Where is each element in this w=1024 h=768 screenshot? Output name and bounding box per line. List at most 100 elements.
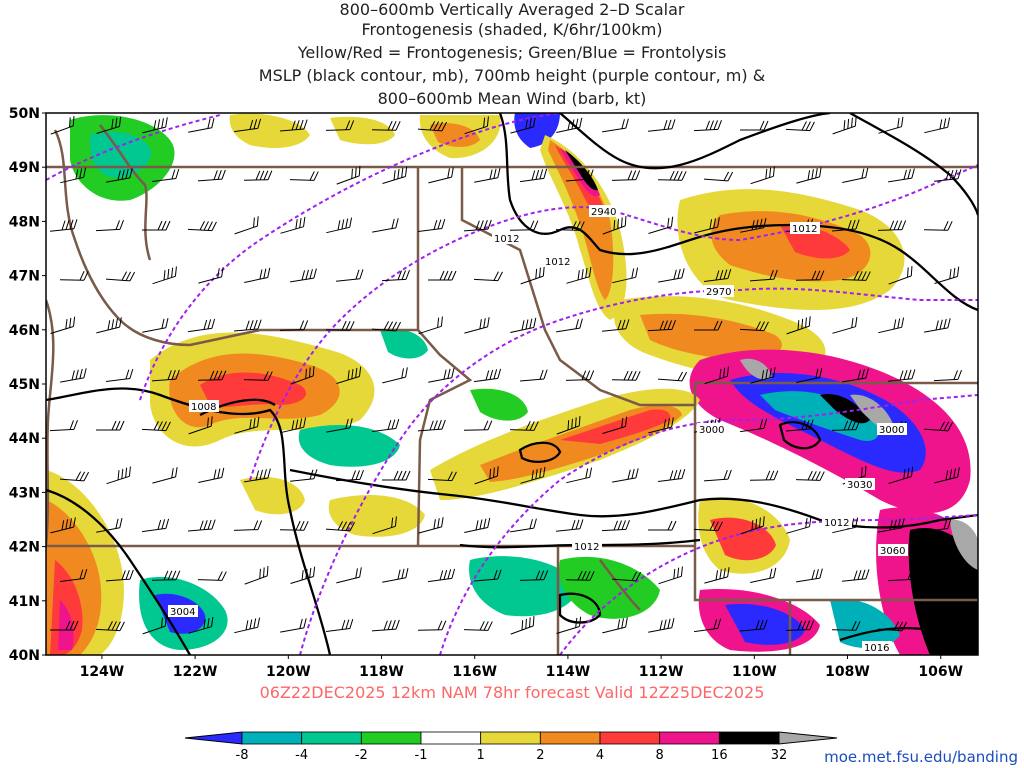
wind-barb <box>418 517 444 534</box>
wind-barb <box>474 368 502 383</box>
wind-barb <box>290 366 315 385</box>
wind-barb <box>142 117 168 134</box>
wind-barb <box>336 366 362 384</box>
wind-barb <box>371 321 402 332</box>
wind-barb <box>888 369 916 382</box>
wind-barb <box>418 316 443 335</box>
wind-barb <box>520 168 548 183</box>
colorbar-tick-label: -4 <box>295 748 308 763</box>
colorbar-segment <box>659 731 720 745</box>
wind-barb <box>50 219 78 232</box>
wind-barb <box>888 168 915 183</box>
latitude-label: 49N <box>9 160 40 176</box>
wind-barb <box>464 317 490 334</box>
wind-barb <box>924 318 951 333</box>
wind-barb <box>371 120 401 131</box>
wind-barb <box>428 368 455 383</box>
wind-barb <box>335 469 364 482</box>
colorbar-tick-label: 1 <box>477 748 485 763</box>
wind-barb <box>566 169 594 182</box>
wind-barb <box>601 519 630 532</box>
wind-barb <box>280 417 307 434</box>
wind-barb <box>740 218 767 233</box>
colorbar-segment <box>599 731 661 745</box>
wind-barb <box>336 567 362 584</box>
wind-barb <box>750 567 777 583</box>
wind-barb <box>463 621 493 631</box>
contour-labels: 1012 1012 1012 1008 1012 1016 1012 2940 … <box>168 205 908 654</box>
latitude-label: 42N <box>9 540 40 556</box>
wind-barb <box>888 466 914 484</box>
wind-barb <box>555 221 585 231</box>
wind-barb <box>602 118 629 133</box>
wind-barb <box>740 120 769 131</box>
wind-barb <box>95 219 124 232</box>
wind-barb <box>50 316 76 334</box>
wind-barb <box>740 418 768 433</box>
wind-barb <box>556 318 583 333</box>
forecast-valid-text: 06Z22DEC2025 12km NAM 78hr forecast Vali… <box>259 683 765 702</box>
longitude-label: 118W <box>359 664 404 680</box>
credit-link[interactable]: moe.met.fsu.edu/banding <box>824 748 1018 766</box>
wind-barb <box>785 121 815 132</box>
wind-barb <box>428 167 454 184</box>
wind-barb <box>648 216 674 234</box>
latitude-label: 45N <box>9 377 40 393</box>
wind-barb <box>60 568 88 582</box>
colorbar-tick-label: -1 <box>415 748 428 763</box>
wind-barb <box>234 617 261 634</box>
wind-barb <box>106 168 133 183</box>
colorbar-tick-label: -8 <box>236 748 249 763</box>
wind-barb <box>427 471 457 482</box>
wind-barb <box>197 169 226 182</box>
wind-barb <box>326 618 354 632</box>
wind-barb <box>750 367 776 384</box>
wind-barb <box>372 418 400 432</box>
wind-barb <box>290 566 316 584</box>
wind-barb <box>96 518 123 533</box>
height-label: 2970 <box>706 287 731 298</box>
wind-barb <box>188 416 213 435</box>
wind-barb <box>520 266 545 285</box>
colorbar-segment <box>360 731 422 745</box>
wind-barb <box>796 367 823 383</box>
frontogenesis-map: 1012 1012 1012 1008 1012 1016 1012 2940 … <box>9 106 979 680</box>
wind-barb <box>785 620 815 631</box>
wind-barb <box>887 569 916 582</box>
wind-barb <box>556 117 583 133</box>
longitude-label: 124W <box>80 664 125 680</box>
wind-barb <box>105 271 136 282</box>
wind-barb <box>233 520 263 531</box>
wind-barb <box>50 517 76 534</box>
wind-barb <box>187 220 217 232</box>
longitude-label: 120W <box>266 664 311 680</box>
mslp-label: 1012 <box>574 542 599 553</box>
wind-barb <box>474 168 501 183</box>
wind-barb <box>509 421 539 431</box>
wind-barb <box>832 219 860 232</box>
wind-barb <box>280 618 307 633</box>
wind-barb <box>60 368 87 383</box>
mslp-label: 1012 <box>792 224 817 235</box>
longitude-label: 110W <box>732 664 777 680</box>
wind-barb <box>418 218 446 232</box>
wind-barb <box>566 266 592 284</box>
wind-barb <box>142 220 171 231</box>
wind-barb <box>279 520 309 531</box>
wind-barb <box>95 620 125 632</box>
wind-barb <box>703 469 732 482</box>
colorbar-tick-label: 8 <box>656 748 664 763</box>
wind-barb <box>463 219 492 232</box>
wind-barb <box>510 616 535 635</box>
wind-barb <box>934 467 960 484</box>
colorbar-segment <box>778 731 838 745</box>
latitude-label: 43N <box>9 485 40 501</box>
wind-barb <box>602 617 628 634</box>
colorbar-segment <box>718 731 780 745</box>
wind-barb <box>648 417 674 434</box>
wind-barb <box>152 266 177 285</box>
wind-barb <box>749 470 779 481</box>
colorbar-segment <box>184 731 243 745</box>
colorbar-segment <box>301 731 362 745</box>
wind-barb <box>877 621 908 632</box>
